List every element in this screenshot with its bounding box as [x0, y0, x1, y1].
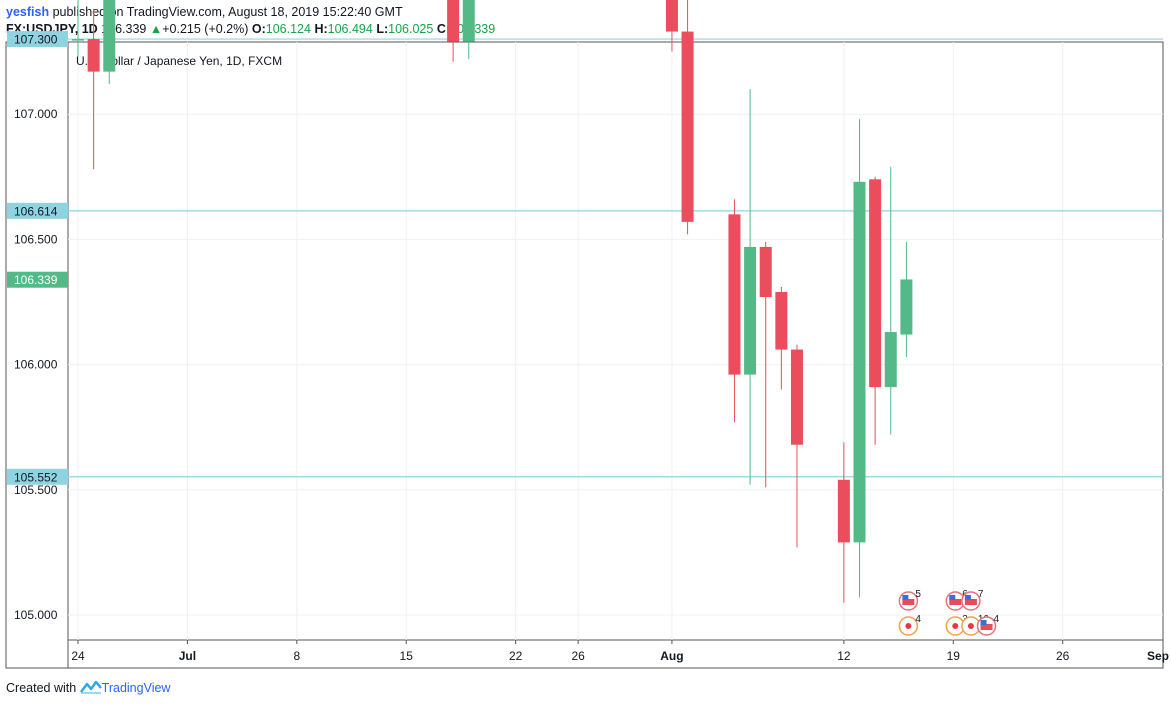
- x-tick-label: 26: [1056, 649, 1070, 663]
- level-label: 105.552: [14, 470, 58, 484]
- x-tick-label: 19: [947, 649, 961, 663]
- author-link[interactable]: yesfish: [6, 5, 50, 19]
- event-count: 7: [978, 589, 984, 600]
- y-tick-label: 107.000: [14, 107, 58, 121]
- open-value: 106.124: [265, 22, 311, 36]
- open-label: O:: [251, 22, 266, 36]
- low-label: L:: [376, 22, 389, 36]
- event-count: 4: [915, 614, 921, 625]
- close-label: C:: [436, 22, 451, 36]
- flag-canton: [902, 595, 909, 600]
- level-label-bg: [7, 202, 68, 219]
- level-label: 107.300: [14, 33, 58, 47]
- x-tick-label: 12: [837, 649, 851, 663]
- change-arrow-icon: ▲: [149, 22, 163, 36]
- candle-body: [759, 246, 772, 297]
- us-flag-icon: 7: [961, 589, 984, 611]
- candle-body: [665, 0, 678, 32]
- flag-stripes: [902, 599, 915, 605]
- us-flag-icon: 5: [898, 589, 921, 611]
- tradingview-logo-icon: [79, 680, 102, 697]
- published-text: published on TradingView.com, August 18,…: [52, 5, 403, 19]
- candle-body: [447, 0, 460, 42]
- x-tick-label: Jul: [179, 649, 196, 663]
- flag-sun: [967, 623, 974, 629]
- x-tick-label: 15: [400, 649, 414, 663]
- candle-body: [869, 179, 882, 388]
- created-with-text: Created with: [6, 680, 77, 695]
- candle-body: [853, 181, 866, 543]
- candle-body: [462, 0, 475, 42]
- chart-title: U.S. Dollar / Japanese Yen, 1D, FXCM: [76, 54, 282, 68]
- last-price-label-bg: [7, 271, 68, 288]
- flag-stripes: [949, 599, 962, 605]
- x-tick-label: Sep: [1147, 649, 1169, 663]
- flag-stripes: [980, 624, 993, 630]
- level-label: 106.614: [14, 204, 58, 218]
- flag-stripes: [964, 599, 977, 605]
- candle-body: [884, 332, 897, 388]
- candle-body: [103, 0, 116, 72]
- high-value: 106.494: [327, 22, 373, 36]
- flag-canton: [949, 595, 956, 600]
- chart-frame: [5, 41, 1164, 669]
- flag-sun: [952, 623, 959, 629]
- candle-body: [900, 279, 913, 335]
- x-tick-label: Aug: [660, 649, 683, 663]
- publish-info: yesfish published on TradingView.com, Au…: [6, 5, 403, 19]
- level-label-bg: [7, 468, 68, 485]
- low-value: 106.025: [388, 22, 434, 36]
- flag-canton: [964, 595, 971, 600]
- x-tick-label: 24: [71, 649, 85, 663]
- event-count: 4: [994, 614, 1000, 625]
- candle-body: [87, 39, 100, 72]
- flag-sun: [905, 623, 912, 629]
- last-price-label: 106.339: [14, 273, 58, 287]
- x-tick-label: 26: [571, 649, 585, 663]
- event-count: 5: [915, 589, 921, 600]
- candle-body: [72, 39, 84, 41]
- y-tick-label: 106.500: [14, 232, 58, 246]
- level-label-bg: [7, 31, 68, 48]
- footer: Created with TradingView: [6, 680, 170, 697]
- candle-body: [681, 31, 694, 222]
- candle-body: [775, 291, 788, 350]
- flag-canton: [980, 620, 987, 625]
- candle-body: [728, 214, 741, 375]
- y-tick-label: 105.500: [14, 483, 58, 497]
- candle-body: [744, 246, 757, 375]
- y-tick-label: 105.000: [14, 608, 58, 622]
- x-tick-label: 22: [509, 649, 523, 663]
- change-value: +0.215 (+0.2%): [162, 22, 249, 36]
- x-tick-label: 8: [293, 649, 300, 663]
- candle-body: [790, 349, 803, 445]
- candle-body: [837, 479, 850, 543]
- tradingview-link[interactable]: TradingView: [101, 680, 171, 695]
- us-flag-icon: 4: [976, 614, 1000, 636]
- y-tick-label: 106.000: [14, 358, 58, 372]
- jp-flag-icon: 4: [898, 614, 921, 636]
- high-label: H:: [314, 22, 328, 36]
